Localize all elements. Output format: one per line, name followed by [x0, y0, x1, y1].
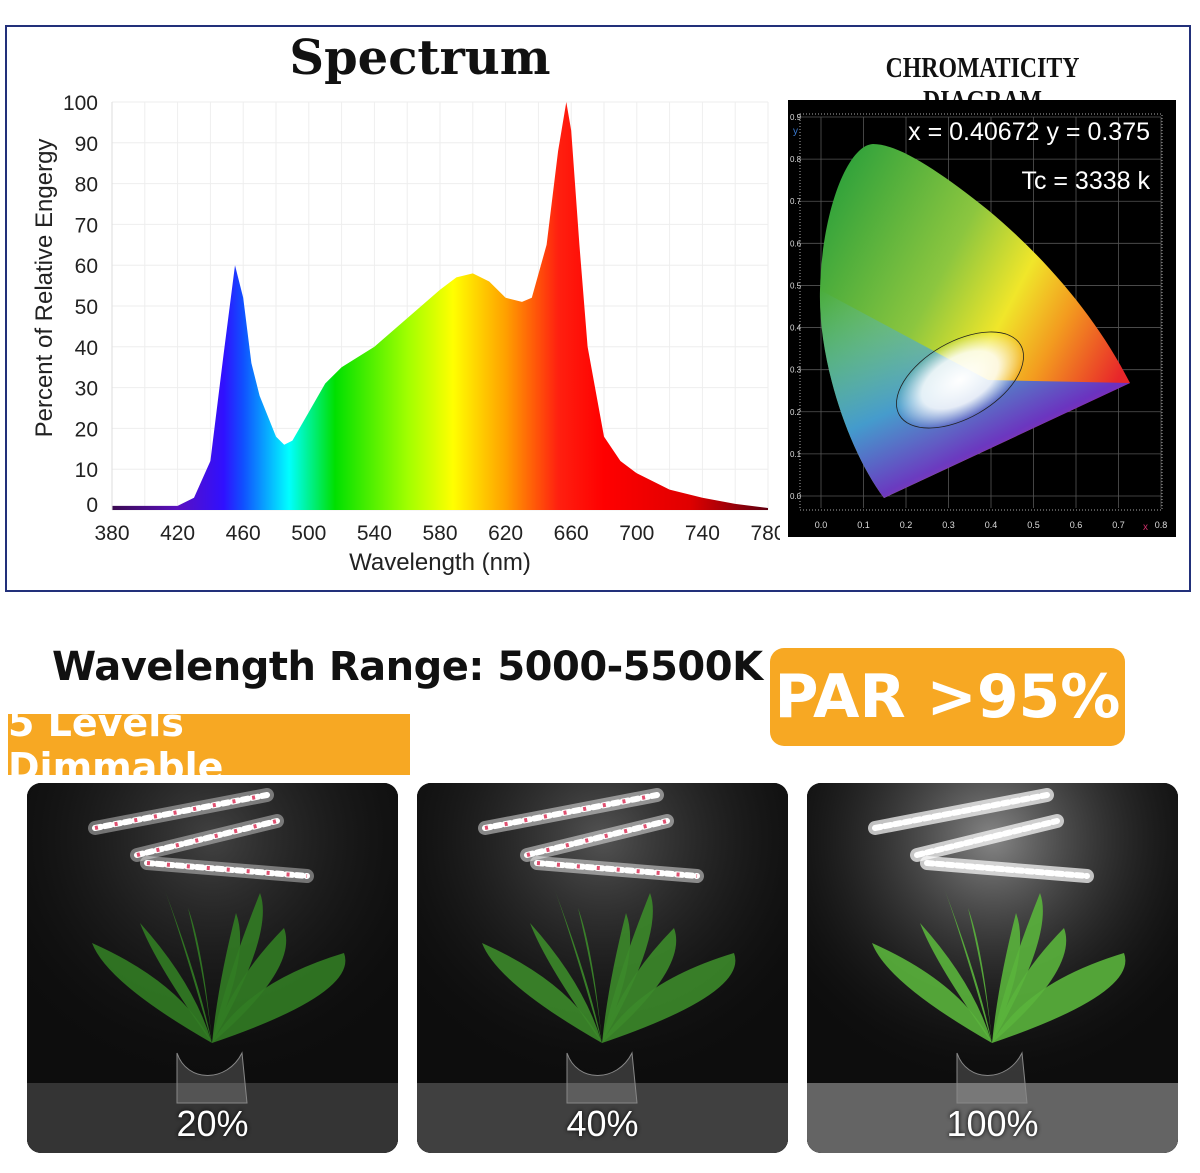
chrom-y-tick: 0.0 — [790, 492, 802, 501]
leaf — [212, 928, 287, 1043]
chrom-y-tick: 0.7 — [790, 197, 802, 206]
chrom-x-tick: 0.6 — [1070, 520, 1083, 530]
spectrum-chart: 380 420 460 500 540 580 620 660 700 740 780 0 10 20 30… — [31, 92, 780, 576]
chrom-y-tick: 0.9 — [790, 113, 802, 122]
y-tick-label: 80 — [75, 174, 98, 197]
vase — [566, 1051, 638, 1104]
x-axis-title: Wavelength (nm) — [349, 549, 531, 576]
chrom-y-tick: 0.5 — [790, 281, 802, 290]
chrom-y-tick: 0.4 — [790, 324, 802, 333]
dimmable-badge: 5 Levels Dimmable — [8, 701, 410, 789]
leaf — [602, 913, 631, 1043]
leaf — [140, 923, 212, 1043]
y-tick-label: 60 — [75, 255, 98, 278]
y-tick-label: 0 — [86, 494, 98, 517]
brightness-label: 20% — [176, 1103, 249, 1144]
chrom-y-tick: 0.2 — [790, 408, 802, 417]
x-tick-label: 620 — [488, 522, 523, 545]
x-tick-label: 660 — [554, 522, 589, 545]
vase — [176, 1051, 248, 1104]
chromaticity-coords: x = 0.40672 y = 0.375 — [908, 118, 1150, 146]
x-axis-label: x — [1143, 522, 1148, 533]
x-tick-label: 380 — [94, 522, 129, 545]
photo-40-percent: 40% — [417, 783, 788, 1153]
leaf — [212, 913, 241, 1043]
leaf — [992, 913, 1021, 1043]
chromaticity-diagram: 0.0 0.1 0.2 0.3 0.4 0.5 0.6 0.7 0.8 0.0 0.1 0.2 0.3 0… — [788, 100, 1176, 537]
par-badge: PAR >95% — [770, 648, 1125, 746]
leaf — [92, 943, 212, 1043]
x-tick-label: 420 — [160, 522, 195, 545]
leaf — [602, 953, 736, 1043]
brightness-label: 100% — [946, 1103, 1039, 1144]
chrom-x-tick: 0.0 — [815, 520, 828, 530]
chromaticity-tc: Tc = 3338 k — [1021, 167, 1150, 195]
y-axis-title: Percent of Relative Engergy — [31, 139, 58, 438]
wavelength-range-text: Wavelength Range: 5000-5500K — [52, 644, 763, 690]
photo-20-percent: 20% — [27, 783, 398, 1153]
x-tick-label: 460 — [226, 522, 261, 545]
brightness-label: 40% — [566, 1103, 639, 1144]
spectrum-frame — [5, 25, 1191, 592]
chrom-y-tick: 0.6 — [790, 239, 802, 248]
chrom-x-tick: 0.4 — [985, 520, 998, 530]
y-axis-label: y — [793, 126, 798, 137]
vase — [956, 1051, 1028, 1104]
leaf — [992, 928, 1067, 1043]
leaf — [992, 953, 1126, 1043]
x-tick-label: 740 — [685, 522, 720, 545]
chrom-y-tick: 0.1 — [790, 450, 802, 459]
leaf — [602, 893, 653, 1043]
chrom-y-tick: 0.8 — [790, 155, 802, 164]
chrom-x-tick: 0.5 — [1027, 520, 1040, 530]
y-tick-label: 90 — [75, 133, 98, 156]
x-tick-label: 580 — [422, 522, 457, 545]
y-tick-label: 70 — [75, 214, 98, 237]
leaf — [212, 953, 346, 1043]
leaf — [212, 893, 263, 1043]
chrom-x-tick: 0.7 — [1112, 520, 1125, 530]
leaf — [992, 893, 1043, 1043]
chrom-x-tick: 0.8 — [1155, 520, 1168, 530]
leaf — [872, 943, 992, 1043]
x-tick-label: 780 — [750, 522, 780, 545]
spectrum-area — [112, 102, 768, 510]
x-tick-label: 540 — [357, 522, 392, 545]
y-tick-label: 50 — [75, 296, 98, 319]
y-tick-label: 10 — [75, 459, 98, 482]
x-tick-label: 500 — [291, 522, 326, 545]
chrom-x-tick: 0.1 — [857, 520, 870, 530]
leaf — [530, 923, 602, 1043]
y-tick-label: 40 — [75, 337, 98, 360]
chrom-x-tick: 0.3 — [942, 520, 955, 530]
leaf — [920, 923, 992, 1043]
chrom-y-tick: 0.3 — [790, 366, 802, 375]
x-tick-label: 700 — [619, 522, 654, 545]
leaf — [602, 928, 677, 1043]
y-tick-label: 30 — [75, 378, 98, 401]
y-tick-label: 20 — [75, 418, 98, 441]
spectrum-title: Spectrum — [289, 30, 551, 86]
leaf — [482, 943, 602, 1043]
chrom-x-tick: 0.2 — [900, 520, 913, 530]
y-tick-label: 100 — [63, 92, 98, 115]
photo-100-percent: 100% — [807, 783, 1178, 1153]
